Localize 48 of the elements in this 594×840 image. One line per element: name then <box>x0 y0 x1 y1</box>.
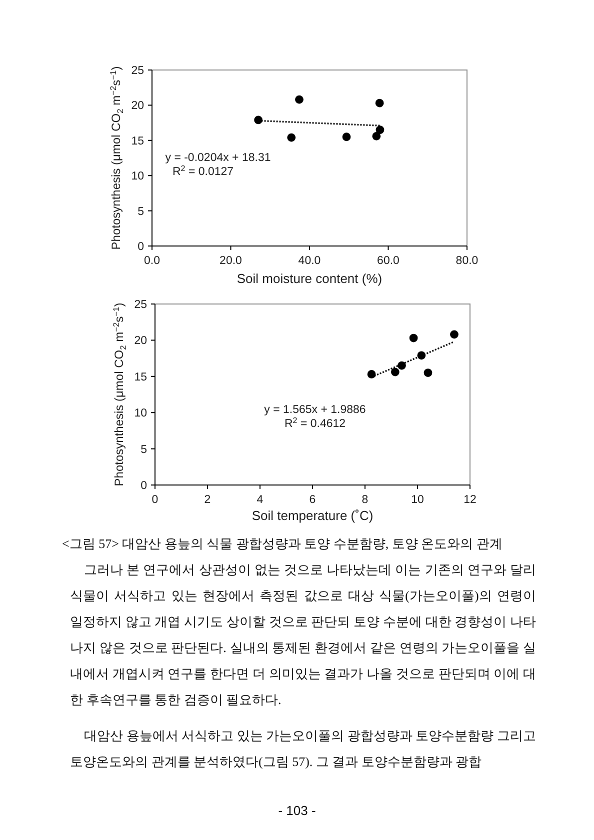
y-tick-label: 25 <box>134 299 147 311</box>
x-tick-label: 6 <box>309 494 316 506</box>
point <box>254 116 263 124</box>
text: 대암산 용늪에서 서식하고 있는 가는오이풀의 광합성량과 토양수분함량 그리고 토양온도와의 관계를 분석하였다(그림 57). 그 결과 토양수분함량과 광합 <box>70 727 536 771</box>
text: 그러나 본 연구에서 상관성이 없는 것으로 나타났는데 이는 기존의 연구와 달리 식물이 서식하고 있는 현장에서 측정된 값으로 대상 식물(가는오이풀)의 연령이 일정하지 않고 개엽 시기도 상이할 것으로 판단되 토양 수분에 대한 경향성이 나타나지 않은 것으로 판단된다. 실내의 통제된 환경에서 같은 연령의 가는오이풀을 실내에서 개엽시켜 연구를 한다면 더 의미있는 결과가 나올 것으로 판단되며 이에 대한 후속연구를 통한 검증이 필요하다. <box>70 561 536 709</box>
annotation: y = -0.0204x + 18.31 <box>165 152 271 164</box>
x-tick-label: 4 <box>256 494 264 506</box>
y-tick-label: 20 <box>131 100 144 112</box>
y-tick-label: 15 <box>131 135 144 148</box>
x-tick-label: 10 <box>411 494 424 506</box>
annotation: R$^{2}$ = 0.4612 <box>284 416 346 430</box>
point <box>450 330 458 339</box>
x-tick-label: 20.0 <box>220 255 242 267</box>
point <box>424 368 432 377</box>
point <box>390 368 400 376</box>
text: - 103 - <box>277 803 317 818</box>
y-tick-label: 10 <box>131 170 144 183</box>
y-tick-label: 5 <box>138 206 144 218</box>
x-tick-label: 8 <box>362 494 368 506</box>
y-tick-label: 10 <box>134 408 147 420</box>
point <box>409 334 418 342</box>
point <box>372 132 381 140</box>
point <box>376 126 384 134</box>
annotation: y = 1.565x + 1.9886 <box>264 404 366 416</box>
x-tick-label: 2 <box>204 494 211 506</box>
y-tick-label: 15 <box>134 371 147 384</box>
y-tick-label: 0 <box>140 480 147 492</box>
x-tick-label: 40.0 <box>298 255 321 267</box>
x-axis-title: Soil moisture content (%) <box>236 271 382 286</box>
x-axis-title: Soil temperature (˚C) <box>252 508 374 523</box>
y-tick-label: 20 <box>134 335 147 348</box>
point <box>295 95 304 104</box>
y-tick-label: 0 <box>138 241 144 253</box>
x-tick-label: 12 <box>464 494 476 506</box>
point <box>375 98 384 108</box>
point <box>287 133 296 142</box>
point <box>398 361 406 370</box>
point <box>342 132 351 142</box>
y-tick-label: 5 <box>140 444 147 456</box>
point <box>417 351 426 360</box>
text: <그림 57> 대암산 용늪의 식물 광합성량과 토양 수분함량, 토양 온도와의 관계 <box>62 535 504 553</box>
x-tick-label: 60.0 <box>377 255 400 267</box>
point <box>367 370 376 378</box>
x-tick-label: 0 <box>152 494 158 506</box>
y-tick-label: 25 <box>131 65 144 77</box>
annotation: R$^{2}$ = 0.0127 <box>172 164 234 178</box>
x-tick-label: 0.0 <box>144 255 160 267</box>
x-tick-label: 80.0 <box>456 255 478 267</box>
